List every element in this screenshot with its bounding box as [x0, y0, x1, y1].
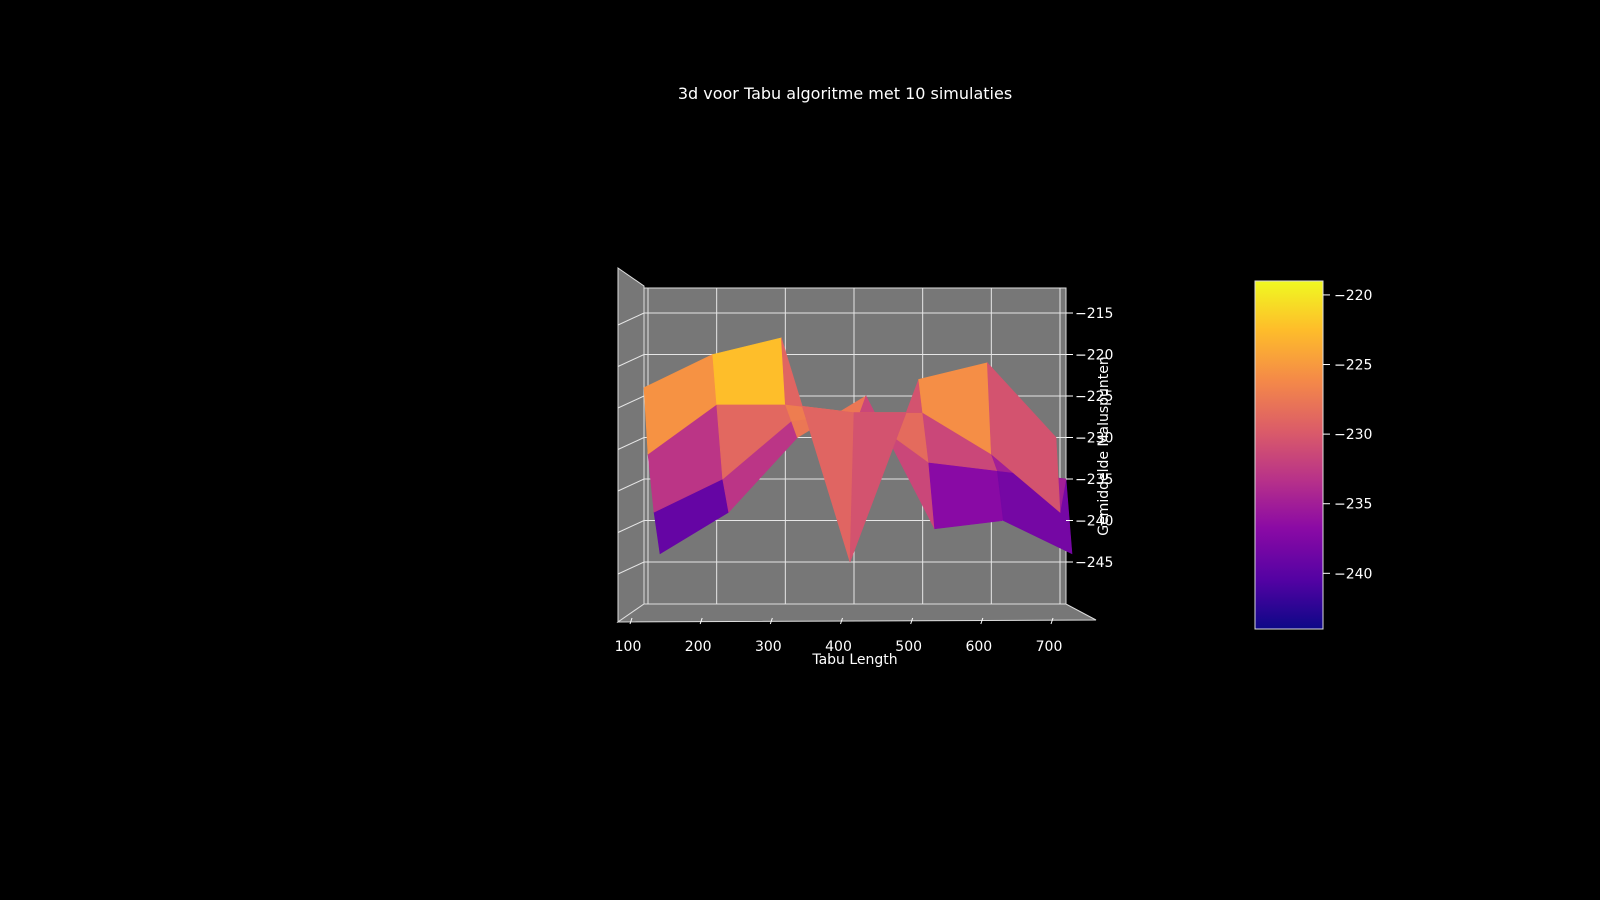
- z-tick-labels: −215 −220 −225 −230 −235 −240 −245: [1066, 306, 1113, 571]
- z-tick-label: −235: [1075, 472, 1113, 488]
- z-tick-label: −220: [1075, 348, 1113, 364]
- colorbar-gradient: [1254, 280, 1324, 630]
- z-tick-label: −215: [1075, 306, 1113, 322]
- x-tick-label: 700: [1036, 639, 1063, 655]
- surface-facet: [986, 361, 1061, 513]
- z-tick-label: −225: [1075, 389, 1113, 405]
- z-tick-label: −230: [1075, 431, 1113, 447]
- z-axis-label: Gemiddelde Maluspunten: [1096, 356, 1112, 536]
- colorbar-tick-label: −225: [1334, 358, 1372, 374]
- x-tick-label: 500: [895, 639, 922, 655]
- grid-line-side: [617, 395, 645, 409]
- grid-line-side: [617, 478, 645, 492]
- z-tick-label: −245: [1075, 555, 1113, 571]
- floor-pane: [616, 603, 1097, 623]
- surface: [643, 337, 1073, 563]
- x-tick-mark: [980, 617, 984, 625]
- x-tick-label: 100: [615, 639, 642, 655]
- axes-3d: 100 200 300 400 500 600 700 −215−220−225−230−2…: [615, 267, 1113, 668]
- x-tick-mark: [629, 617, 633, 625]
- x-tick-label: 600: [965, 639, 992, 655]
- surface-facet: [928, 462, 1004, 530]
- z-tick-label: −240: [1075, 514, 1113, 530]
- colorbar-tick-label: −240: [1334, 566, 1372, 582]
- colorbar-tick-label: −235: [1334, 497, 1372, 513]
- colorbar-tick-label: −230: [1334, 427, 1372, 443]
- left-pane: [617, 267, 645, 623]
- x-tick-mark: [840, 617, 843, 625]
- grid-line-side: [617, 312, 645, 326]
- x-tick-label: 300: [755, 639, 782, 655]
- colorbar: −220 −225 −230 −235 −240: [1254, 280, 1372, 630]
- x-tick-labels: 100 200 300 400 500 600 700: [615, 617, 1063, 655]
- x-tick-label: 200: [685, 639, 712, 655]
- x-tick-mark: [769, 617, 773, 625]
- x-tick-mark: [910, 617, 914, 625]
- x-tick-mark: [699, 617, 703, 625]
- colorbar-tick-label: −220: [1334, 288, 1372, 304]
- x-tick-mark: [1050, 617, 1054, 625]
- chart-title: 3d voor Tabu algoritme met 10 simulaties: [678, 84, 1012, 103]
- x-tick-label: 400: [825, 639, 852, 655]
- x-axis-label: Tabu Length: [811, 652, 897, 668]
- grid-line-side: [617, 561, 645, 575]
- colorbar-ticks: −220 −225 −230 −235 −240: [1323, 288, 1372, 582]
- grid-line-side: [617, 520, 645, 533]
- grid-line-side: [617, 354, 645, 367]
- grid-line-side: [617, 437, 645, 450]
